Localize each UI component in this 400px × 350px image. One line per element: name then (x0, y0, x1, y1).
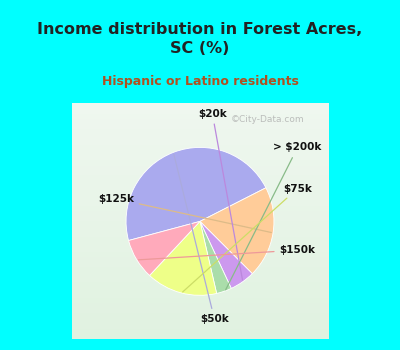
Wedge shape (128, 222, 200, 275)
Wedge shape (200, 188, 274, 274)
Text: ©City-Data.com: ©City-Data.com (231, 115, 304, 124)
Text: Hispanic or Latino residents: Hispanic or Latino residents (102, 75, 298, 88)
Wedge shape (126, 147, 266, 240)
Wedge shape (150, 222, 217, 295)
Text: > $200k: > $200k (226, 142, 322, 290)
Text: $20k: $20k (198, 108, 242, 280)
Text: $75k: $75k (183, 183, 312, 292)
Wedge shape (200, 222, 252, 288)
Text: $50k: $50k (174, 154, 229, 324)
Text: $150k: $150k (138, 245, 316, 260)
Text: Income distribution in Forest Acres,
SC (%): Income distribution in Forest Acres, SC … (37, 22, 363, 56)
Text: $125k: $125k (98, 194, 271, 232)
Wedge shape (200, 222, 231, 293)
